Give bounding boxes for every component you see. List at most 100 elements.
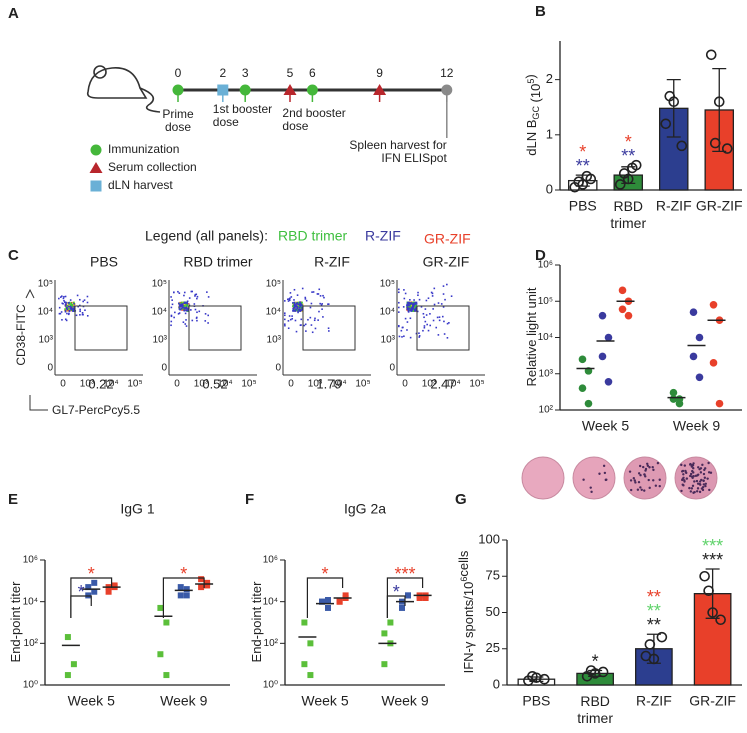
flow-event — [179, 308, 182, 311]
flow-event — [180, 305, 183, 307]
y-axis-label: Relative light unit — [524, 287, 539, 386]
flow-xtick: 0 — [288, 379, 294, 390]
flow-event — [303, 324, 306, 327]
data-point — [163, 672, 170, 679]
flow-event — [293, 310, 295, 312]
flow-event — [423, 326, 426, 329]
flow-event — [204, 320, 207, 322]
flow-event — [184, 307, 187, 310]
data-point — [597, 666, 609, 678]
flow-event — [310, 324, 313, 326]
spot — [692, 471, 695, 474]
flow-event — [177, 313, 180, 315]
flow-event — [299, 305, 302, 308]
flow-event — [188, 304, 191, 307]
flow-event — [66, 309, 69, 312]
flow-event — [412, 307, 414, 309]
spot — [689, 474, 692, 478]
y-tick-label: 10⁴ — [263, 596, 278, 607]
flow-event — [438, 316, 441, 318]
flow-event — [170, 306, 173, 309]
data-point — [644, 639, 656, 650]
flow-event — [433, 287, 436, 290]
flow-event — [293, 304, 295, 306]
flow-title: RBD trimer — [183, 254, 253, 270]
timeline-note: dose — [213, 115, 239, 129]
spot — [708, 488, 711, 492]
data-point — [709, 359, 718, 367]
legend-item: RBD trimer — [278, 228, 348, 244]
key-marker — [90, 180, 102, 192]
data-point — [157, 651, 164, 658]
flow-event — [299, 308, 301, 311]
flow-xtick: 10⁴ — [331, 379, 346, 390]
flow-event — [300, 318, 303, 321]
flow-event — [413, 308, 416, 311]
flow-event — [426, 323, 428, 326]
spot — [691, 463, 694, 467]
flow-event — [418, 335, 421, 337]
flow-event — [296, 302, 299, 305]
x-tick-label: PBS — [522, 693, 550, 709]
week-label: 5 — [287, 66, 294, 80]
flow-event — [64, 308, 66, 310]
y-tick-label: 50 — [486, 604, 500, 619]
flow-event — [418, 298, 421, 301]
data-point — [183, 592, 190, 599]
significance: * — [78, 582, 85, 602]
flow-event — [204, 313, 207, 315]
flow-event — [398, 311, 400, 313]
data-point — [163, 619, 170, 626]
flow-event — [64, 309, 67, 312]
data-point — [618, 168, 630, 179]
spot — [652, 468, 655, 472]
flow-event — [185, 319, 187, 321]
flow-gate — [74, 305, 128, 351]
data-point — [695, 373, 704, 382]
spot — [685, 477, 689, 480]
flow-event — [323, 296, 325, 299]
key-label: dLN harvest — [108, 178, 173, 192]
data-point — [177, 584, 184, 591]
flow-event — [406, 305, 408, 307]
y-label-part: End-point titer — [8, 581, 23, 663]
flow-event — [184, 301, 186, 304]
flow-event — [184, 323, 187, 325]
flow-event — [186, 302, 189, 305]
flow-event — [296, 306, 298, 309]
flow-event — [291, 317, 294, 320]
flow-event — [72, 301, 75, 304]
flow-event — [415, 301, 418, 304]
flow-event — [66, 306, 69, 308]
flow-event — [207, 322, 209, 324]
flow-event — [78, 298, 81, 301]
flow-event — [310, 302, 313, 305]
flow-event — [284, 312, 286, 314]
flow-event — [207, 296, 210, 298]
flow-event — [443, 333, 446, 335]
flow-event — [294, 303, 296, 306]
data-point — [325, 604, 331, 611]
flow-event — [422, 329, 424, 332]
flow-event — [446, 283, 448, 286]
flow-ytick: 10⁵ — [266, 279, 281, 290]
timeline-marker — [283, 84, 297, 95]
y-label-part: 5 — [526, 79, 536, 84]
flow-event — [450, 295, 453, 297]
flow-event — [68, 305, 70, 308]
timeline-marker — [373, 84, 387, 95]
flow-ytick: 10³ — [39, 335, 54, 346]
flow-ytick: 10³ — [153, 335, 168, 346]
week-label: 2 — [219, 66, 226, 80]
gate-percent: 0.22 — [88, 376, 113, 391]
flow-event — [410, 310, 413, 312]
flow-y-label: CD38-FITC — [14, 304, 28, 366]
legend-item: GR-ZIF — [424, 231, 471, 247]
flow-event — [311, 291, 313, 293]
data-point — [598, 352, 607, 361]
spot — [639, 486, 642, 489]
spot — [658, 484, 661, 488]
week-label: 3 — [242, 66, 249, 80]
flow-event — [413, 301, 415, 304]
spot — [689, 490, 693, 493]
